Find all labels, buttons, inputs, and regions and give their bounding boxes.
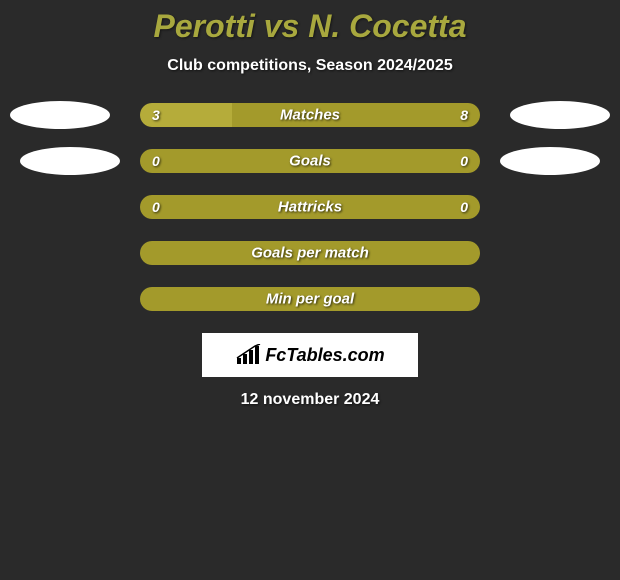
- stat-value-left: 0: [152, 199, 160, 215]
- stat-row: Min per goal: [0, 287, 620, 311]
- logo-text: FcTables.com: [265, 345, 384, 366]
- stat-label: Min per goal: [266, 291, 354, 308]
- stat-value-right: 0: [460, 199, 468, 215]
- stats-rows: 3 8 Matches 0 0 Goals 0 0 Hattricks Goals per mat…: [0, 103, 620, 311]
- stat-label: Goals: [289, 153, 331, 170]
- stat-bar: 0 0 Goals: [140, 149, 480, 173]
- stat-row: 0 0 Goals: [0, 149, 620, 173]
- stat-bar: 0 0 Hattricks: [140, 195, 480, 219]
- stat-label: Hattricks: [278, 199, 342, 216]
- decoration-ellipse: [20, 147, 120, 175]
- stat-row: 3 8 Matches: [0, 103, 620, 127]
- stat-bar: Min per goal: [140, 287, 480, 311]
- bar-segment-right: [232, 103, 480, 127]
- stat-row: 0 0 Hattricks: [0, 195, 620, 219]
- date-text: 12 november 2024: [0, 391, 620, 409]
- decoration-ellipse: [510, 101, 610, 129]
- stat-value-left: 3: [152, 107, 160, 123]
- stat-value-left: 0: [152, 153, 160, 169]
- stat-bar: Goals per match: [140, 241, 480, 265]
- subtitle: Club competitions, Season 2024/2025: [0, 57, 620, 75]
- stat-value-right: 8: [460, 107, 468, 123]
- bars-icon: [235, 344, 261, 366]
- comparison-container: Perotti vs N. Cocetta Club competitions,…: [0, 0, 620, 409]
- decoration-ellipse: [10, 101, 110, 129]
- stat-label: Goals per match: [251, 245, 369, 262]
- stat-value-right: 0: [460, 153, 468, 169]
- stat-label: Matches: [280, 107, 340, 124]
- decoration-ellipse: [500, 147, 600, 175]
- logo-box: FcTables.com: [202, 333, 418, 377]
- stat-row: Goals per match: [0, 241, 620, 265]
- stat-bar: 3 8 Matches: [140, 103, 480, 127]
- page-title: Perotti vs N. Cocetta: [0, 8, 620, 45]
